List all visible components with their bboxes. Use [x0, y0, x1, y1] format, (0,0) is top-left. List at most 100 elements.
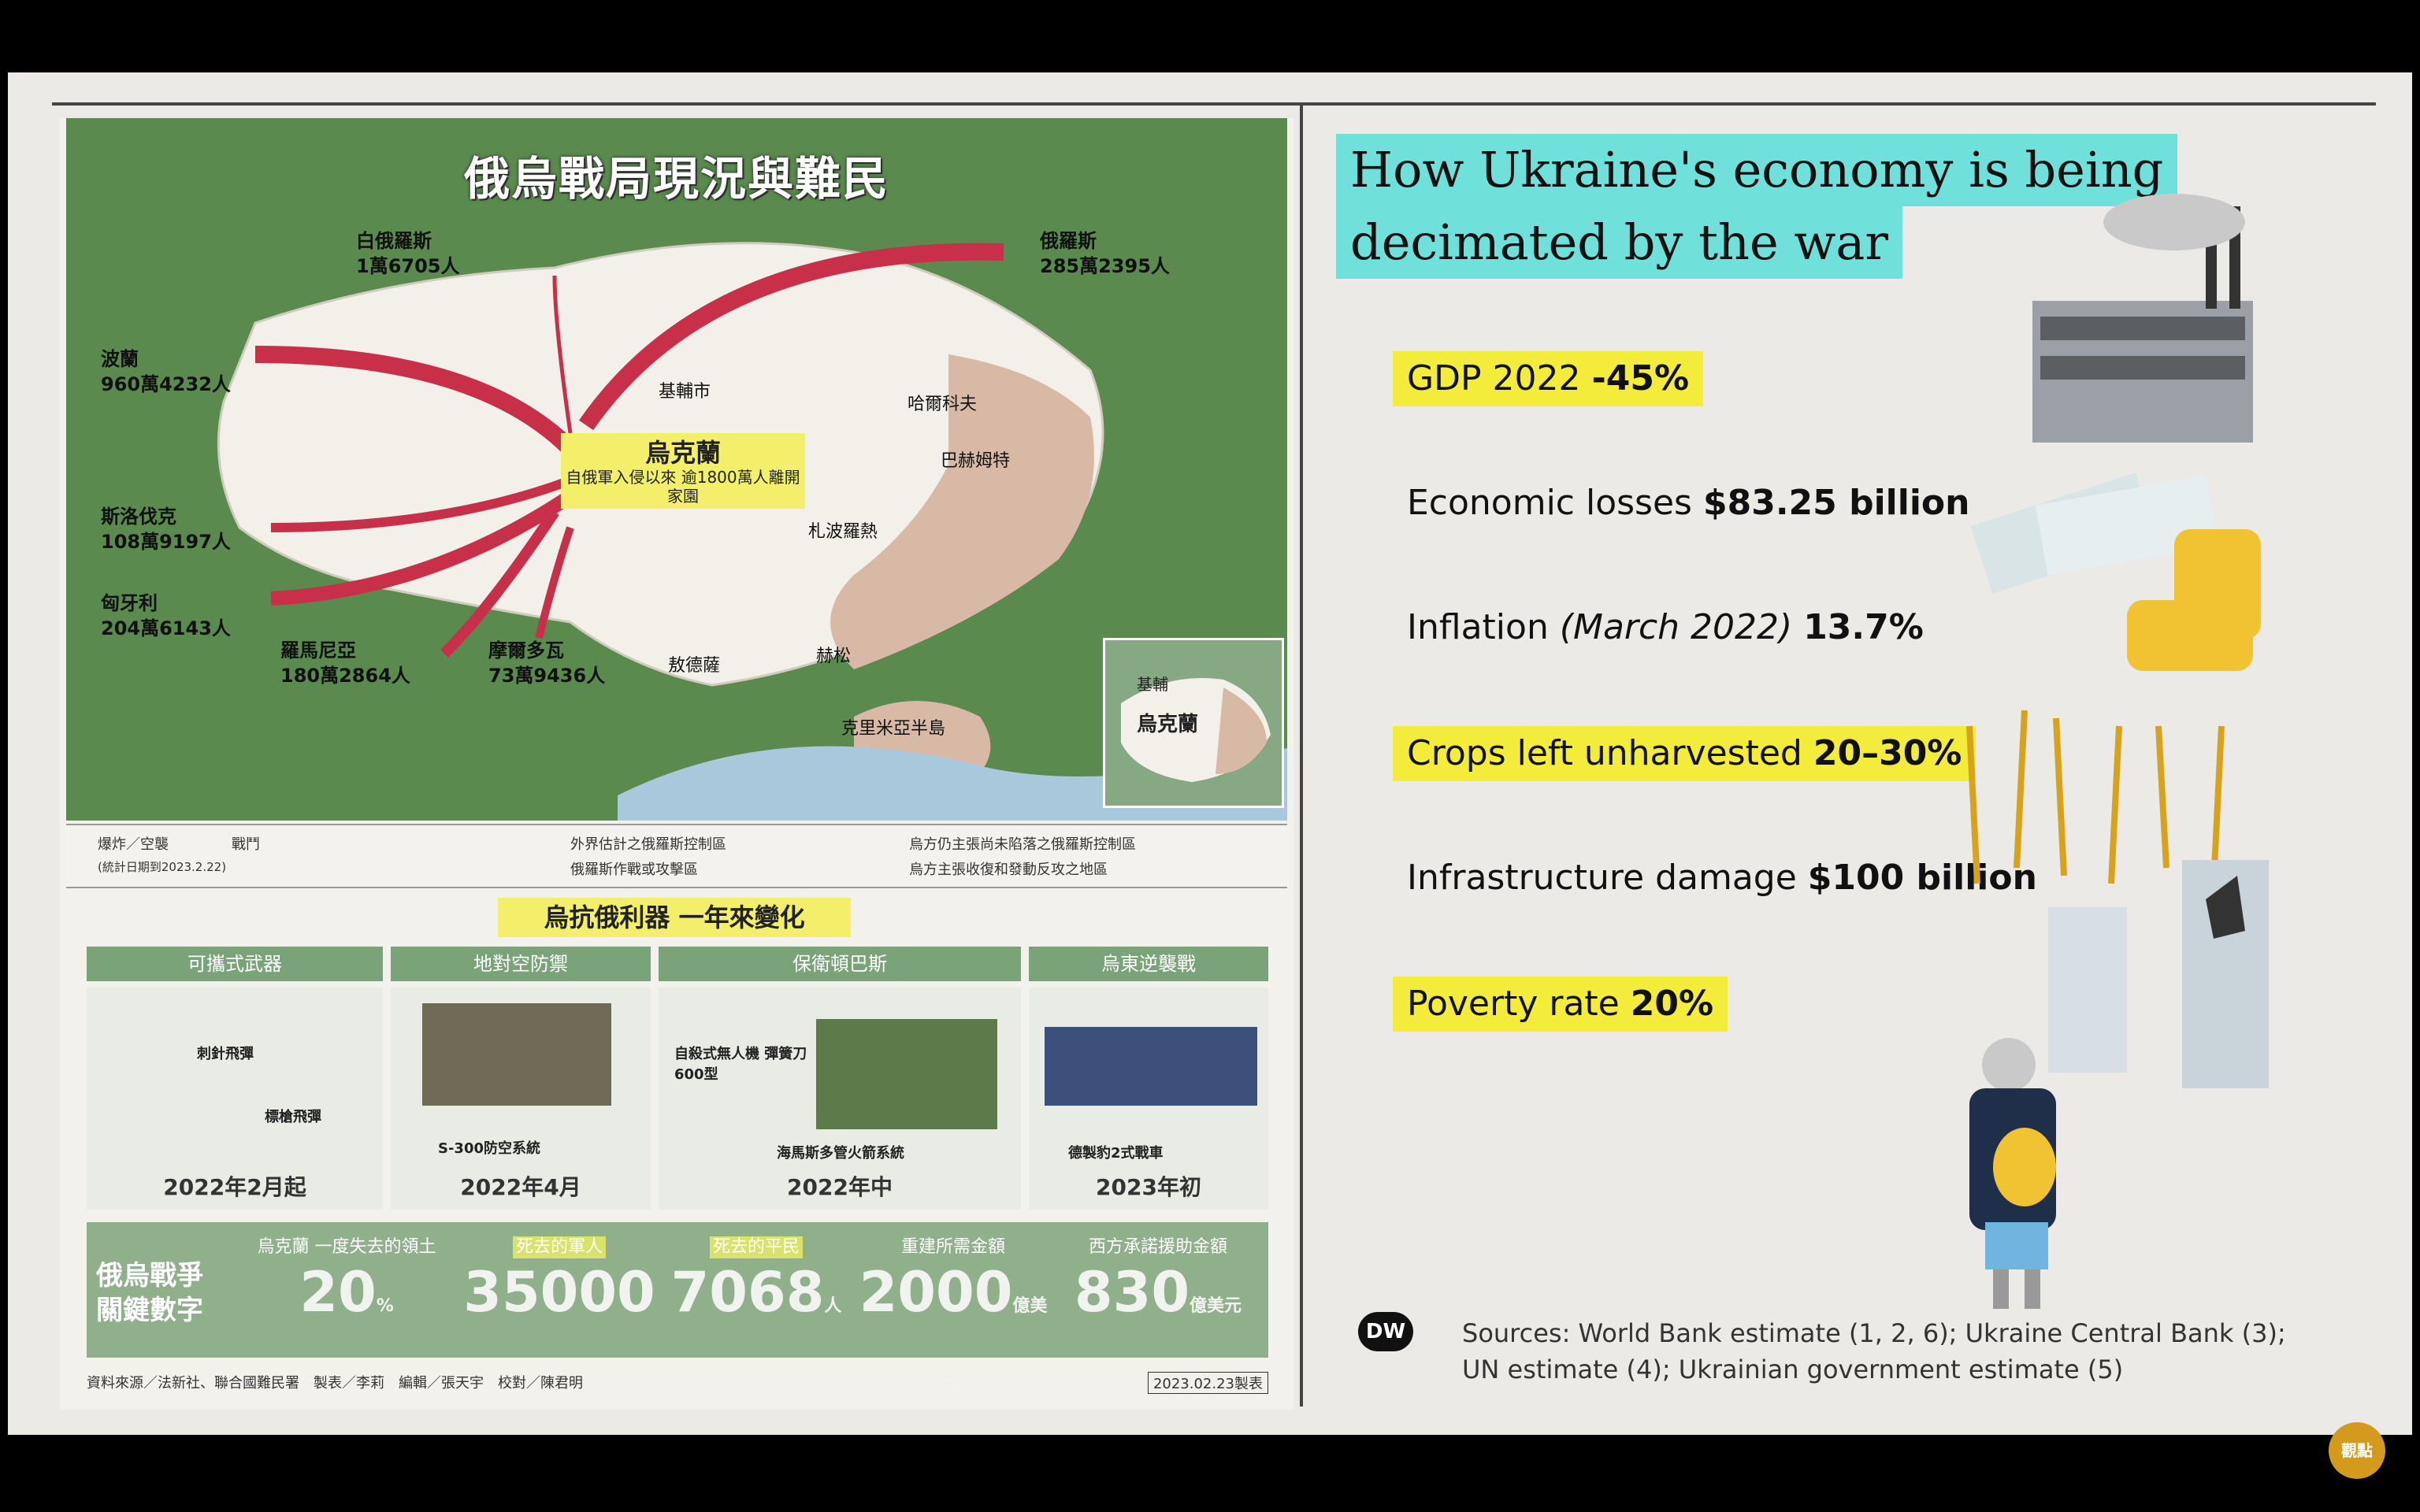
row-text: Economic losses	[1407, 483, 1703, 523]
legend-key4: 烏方主張收復和發動反攻之地區	[909, 862, 1108, 878]
headline-line1: How Ukraine's economy is being	[1336, 134, 2178, 206]
stat-value: 7068	[670, 1260, 825, 1325]
flow-value: 108萬9197人	[101, 531, 231, 553]
flow-value: 73萬9436人	[488, 665, 606, 687]
phase-bar-2: 地對空防禦	[391, 947, 651, 981]
row-note: (March 2022)	[1559, 607, 1804, 647]
weapon-s300: S-300防空系統	[438, 1140, 541, 1157]
stat-value: 35000	[463, 1260, 655, 1325]
city-kherson: 赫松	[816, 647, 852, 666]
flow-name: 羅馬尼亞	[280, 639, 356, 662]
row-value: $83.25 billion	[1702, 483, 1970, 523]
stat-head: 死去的平民	[709, 1236, 803, 1258]
refugee-woman-icon	[1969, 1038, 2056, 1309]
sources: Sources: World Bank estimate (1, 2, 6); …	[1462, 1315, 2286, 1388]
headline: How Ukraine's economy is being decimated…	[1336, 134, 2178, 279]
left-infographic: 俄烏戰局現況與難民 白俄羅斯 1萬6705人 俄羅斯 285萬2395人 波蘭 960…	[60, 118, 1294, 1410]
phase-card-4: 德製豹2式戰車 2023年初	[1029, 988, 1268, 1210]
row-value: 20–30%	[1813, 733, 1962, 773]
legend-key3: 烏方仍主張尚未陷落之俄羅斯控制區	[909, 836, 1136, 853]
flow-value: 204萬6143人	[101, 617, 231, 639]
legend-key2: 俄羅斯作戰或攻擊區	[570, 862, 698, 878]
weapon-switchblade: 自殺式無人機 彈簧刀600型	[674, 1046, 807, 1083]
stat-soldiers: 死去的軍人 35000 人	[457, 1236, 662, 1408]
flow-romania: 羅馬尼亞 180萬2864人	[280, 638, 410, 688]
flow-hungary: 匈牙利 204萬6143人	[101, 591, 231, 641]
flow-belarus: 白俄羅斯 1萬6705人	[356, 228, 460, 279]
slide: 俄烏戰局現況與難民 白俄羅斯 1萬6705人 俄羅斯 285萬2395人 波蘭 960…	[8, 72, 2412, 1435]
arrow-poland	[254, 346, 577, 455]
flow-name: 匈牙利	[101, 592, 158, 614]
panel-divider	[1300, 106, 1303, 1406]
flow-slovakia: 斯洛伐克 108萬9197人	[101, 504, 231, 554]
flow-value: 1萬6705人	[356, 255, 460, 277]
stat-head: 重建所需金額	[900, 1237, 1005, 1257]
row-crops: Crops left unharvested 20–30%	[1393, 726, 1976, 781]
phase-date-3: 2022年中	[787, 1174, 893, 1200]
flow-name: 俄羅斯	[1040, 230, 1097, 252]
illustrations	[1966, 194, 2269, 1309]
stat-unit: 億美元	[944, 1296, 1048, 1398]
ukraine-map: 俄烏戰局現況與難民 白俄羅斯 1萬6705人 俄羅斯 285萬2395人 波蘭 960…	[66, 118, 1287, 821]
city-kharkiv: 哈爾科夫	[908, 395, 978, 414]
stat-unit: 人	[824, 1296, 842, 1316]
inset-country: 烏克蘭	[1137, 713, 1199, 736]
arrow-romania	[440, 509, 559, 658]
credits: 資料來源／法新社、聯合國難民署 製表／李莉 編輯／張天宇 校對／陳君明 2023…	[87, 1372, 1268, 1394]
row-poverty: Poverty rate 20%	[1393, 976, 1728, 1032]
stat-unit: 人	[550, 1364, 568, 1384]
weapon-javelin: 標槍飛彈	[265, 1109, 321, 1125]
legend-explosion: 爆炸／空襲	[98, 836, 169, 853]
factory-icon	[2032, 194, 2253, 443]
city-odesa: 敖德薩	[668, 656, 721, 676]
row-inflation: Inflation (March 2022) 13.7%	[1407, 600, 1924, 655]
key-figures: 俄烏戰爭 關鍵數字 烏克蘭 一度失去的領土 20% 死去的軍人 35000 人 死去的…	[87, 1222, 1268, 1398]
inset-city: 基輔	[1137, 675, 1168, 694]
occupied-region	[830, 354, 1094, 669]
arrow-russia	[578, 243, 1004, 431]
sources-line1: Sources: World Bank estimate (1, 2, 6); …	[1462, 1318, 2286, 1348]
row-economic-losses: Economic losses $83.25 billion	[1407, 476, 1969, 531]
row-text: Infrastructure damage	[1407, 858, 1808, 898]
stat-head: 烏克蘭 一度失去的領土	[257, 1237, 436, 1257]
row-text: GDP 2022	[1407, 358, 1592, 398]
row-value: $100 billion	[1807, 858, 2037, 898]
stat-value: 830	[1074, 1260, 1190, 1325]
weapon-himars: 海馬斯多管火箭系統	[777, 1145, 904, 1162]
arrow-hungary	[270, 490, 574, 606]
weapon-leopard: 德製豹2式戰車	[1068, 1145, 1164, 1162]
row-gdp: GDP 2022 -45%	[1393, 351, 1704, 406]
center-subtitle: 自俄軍入侵以來 逾1800萬人離開家園	[566, 468, 800, 506]
dw-logo: DW	[1358, 1312, 1413, 1351]
legend-battle: 戰鬥	[232, 836, 260, 853]
center-title: 烏克蘭	[644, 438, 721, 468]
stat-head: 死去的軍人	[512, 1236, 606, 1258]
row-value: 20%	[1630, 984, 1714, 1024]
stat-head: 西方承諾援助金額	[1088, 1237, 1227, 1257]
coins-icon	[2127, 529, 2261, 671]
map-title: 俄烏戰局現況與難民	[463, 152, 889, 206]
inset-graphic	[1121, 678, 1271, 782]
phase-date-1: 2022年2月起	[163, 1174, 306, 1200]
credits-date: 2023.02.23製表	[1147, 1372, 1268, 1394]
arrow-slovakia	[270, 476, 573, 532]
legend-key1: 外界估計之俄羅斯控制區	[570, 836, 726, 853]
headline-line2: decimated by the war	[1336, 206, 1903, 279]
sources-line2: UN estimate (4); Ukrainian government es…	[1462, 1354, 2124, 1384]
stat-civilians: 死去的平民 7068人	[654, 1236, 859, 1340]
weapon-stinger: 刺針飛彈	[197, 1046, 254, 1062]
legend-date: (統計日期到2023.2.22)	[98, 860, 227, 874]
flow-value: 180萬2864人	[280, 665, 410, 687]
flow-name: 波蘭	[101, 348, 139, 370]
himars-image	[816, 1019, 997, 1129]
arrow-belarus	[552, 275, 573, 434]
stat-aid: 西方承諾援助金額 830億美元	[1056, 1236, 1260, 1340]
leopard-image	[1045, 1027, 1257, 1106]
row-value: 13.7%	[1803, 607, 1924, 647]
inset-map: 基輔 烏克蘭	[1103, 638, 1284, 808]
flow-russia: 俄羅斯 285萬2395人	[1040, 228, 1170, 279]
stat-territory: 烏克蘭 一度失去的領土 20%	[244, 1236, 449, 1340]
phase-bar-3: 保衛頓巴斯	[659, 947, 1021, 981]
top-rule	[52, 102, 2376, 106]
phase-card-1: 刺針飛彈 標槍飛彈 2022年2月起	[87, 988, 383, 1210]
